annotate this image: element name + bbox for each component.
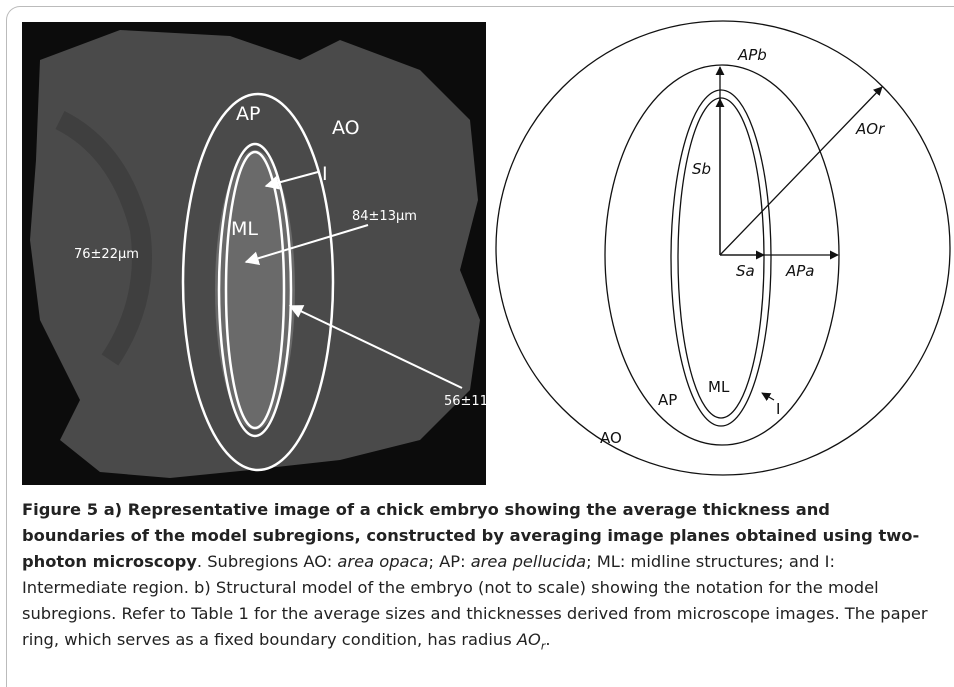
arrow	[761, 392, 775, 402]
label: ML	[231, 218, 258, 240]
label: Sb	[692, 160, 711, 178]
caption-italic: area opaca	[337, 552, 429, 571]
caption-plain: .	[545, 630, 551, 649]
arrow	[719, 86, 883, 256]
label: ML	[708, 378, 730, 396]
label: APb	[737, 46, 767, 64]
panel-b	[495, 20, 951, 476]
label: Sa	[736, 262, 755, 280]
label: AO	[332, 117, 360, 139]
caption-bold: a) Representative image of a chick embry…	[22, 500, 920, 571]
arrow	[244, 224, 369, 266]
caption-italic: AO	[516, 630, 541, 649]
ap-ellipse	[604, 64, 840, 446]
label: 56±11μm	[444, 394, 509, 409]
figure-frame	[6, 6, 954, 687]
label: 76±22μm	[74, 247, 139, 262]
label: AP	[236, 103, 260, 125]
i-boundary	[217, 142, 293, 438]
ml-boundary	[224, 150, 286, 430]
label: AOr	[855, 120, 885, 138]
caption-plain: . Subregions AO:	[196, 552, 338, 571]
i-ellipse	[670, 89, 772, 427]
label: AO	[600, 429, 622, 447]
figure: AO AP I ML 84±13μm 76±22μm 56±11μm APb A…	[22, 20, 951, 485]
arrow	[264, 171, 319, 190]
caption-italic: area pellucida	[470, 552, 587, 571]
embryo-body	[215, 150, 295, 430]
ap-boundary	[181, 92, 335, 472]
caption-bold: Figure 5	[22, 500, 99, 519]
caption-sub: r	[540, 639, 546, 653]
caption-plain: ; AP:	[428, 552, 471, 571]
arrow	[288, 305, 463, 389]
tissue-fold	[55, 111, 152, 366]
caption-plain: ; ML: midline structures; and I: Interme…	[22, 552, 928, 649]
label: I	[322, 163, 328, 185]
figure-caption: Figure 5 a) Representative image of a ch…	[22, 497, 938, 659]
ml-ellipse	[677, 97, 765, 419]
label: AP	[658, 391, 677, 409]
label: APa	[785, 262, 815, 280]
ao-ring	[495, 20, 951, 476]
label: 84±13μm	[352, 209, 417, 224]
label: I	[776, 400, 780, 418]
panel-a: AO AP I ML 84±13μm 76±22μm 56±11μm	[22, 22, 509, 485]
